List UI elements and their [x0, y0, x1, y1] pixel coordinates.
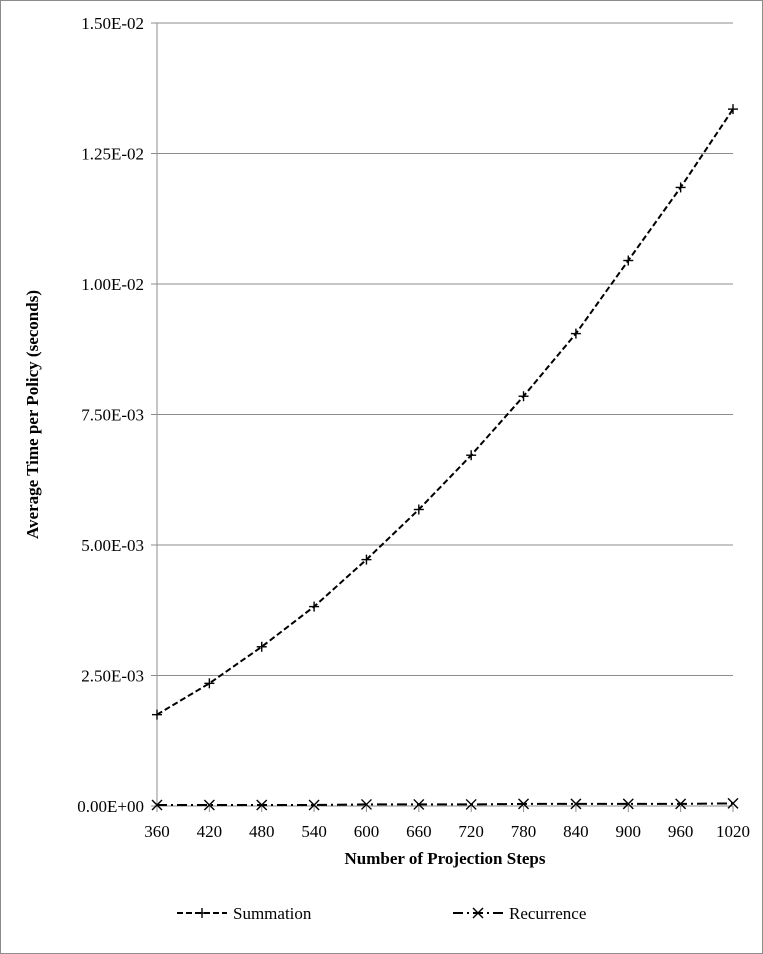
y-tick-labels: 0.00E+00 2.50E-03 5.00E-03 7.50E-03 1.00E-02… — [77, 14, 144, 816]
x-tick-label: 720 — [458, 822, 484, 841]
data-point-recurrence — [256, 799, 268, 811]
y-tick-label: 7.50E-03 — [81, 406, 144, 425]
data-point-recurrence — [203, 799, 215, 811]
legend-label-recurrence: Recurrence — [509, 904, 586, 923]
data-point-recurrence — [413, 798, 425, 810]
x-tick-label: 900 — [616, 822, 642, 841]
x-tick-label: 420 — [197, 822, 223, 841]
series-group — [151, 104, 739, 811]
legend-item-summation: Summation — [177, 904, 312, 923]
data-point-recurrence — [465, 798, 477, 810]
y-tick-label: 1.25E-02 — [81, 145, 144, 164]
data-point-recurrence — [570, 798, 582, 810]
x-tick-label: 960 — [668, 822, 694, 841]
y-tick-label: 1.50E-02 — [81, 14, 144, 33]
data-point-recurrence — [308, 799, 320, 811]
x-tick-label: 360 — [144, 822, 170, 841]
data-point-summation — [413, 504, 424, 515]
x-tick-label: 480 — [249, 822, 275, 841]
y-tick-label: 1.00E-02 — [81, 275, 144, 294]
x-tick-labels: 360 420 480 540 600 660 720 780 840 900 960 1020 — [144, 822, 750, 841]
data-point-summation — [570, 328, 581, 339]
x-axis-title: Number of Projection Steps — [345, 849, 546, 868]
y-tick-label: 0.00E+00 — [77, 797, 144, 816]
legend: Summation Recurrence — [177, 904, 586, 923]
series-line-recurrence — [157, 802, 734, 806]
data-point-recurrence — [622, 798, 634, 810]
data-point-recurrence — [675, 798, 687, 810]
data-point-summation — [728, 104, 738, 115]
data-point-summation — [152, 709, 162, 720]
data-point-summation — [466, 450, 477, 461]
data-point-recurrence — [727, 797, 739, 809]
legend-item-recurrence: Recurrence — [453, 904, 586, 923]
y-tick-label: 5.00E-03 — [81, 536, 144, 555]
x-tick-label: 840 — [563, 822, 589, 841]
x-tick-label: 540 — [301, 822, 327, 841]
legend-marker-recurrence — [472, 907, 484, 919]
x-tick-label: 1020 — [716, 822, 750, 841]
data-point-recurrence — [518, 798, 530, 810]
x-tick-label: 600 — [354, 822, 380, 841]
data-point-summation — [256, 641, 267, 652]
series-line-summation — [156, 108, 734, 716]
data-point-summation — [518, 391, 529, 402]
x-tick-label: 660 — [406, 822, 432, 841]
series-recurrence — [151, 797, 739, 811]
axes — [151, 22, 734, 812]
data-point-recurrence — [151, 799, 163, 811]
data-point-recurrence — [360, 798, 372, 810]
y-tick-label: 2.50E-03 — [81, 667, 144, 686]
legend-marker-summation — [197, 908, 207, 918]
data-point-summation — [361, 554, 372, 565]
gridlines — [157, 22, 733, 676]
data-point-summation — [204, 678, 215, 689]
legend-label-summation: Summation — [233, 904, 312, 923]
data-point-summation — [623, 255, 634, 266]
series-summation — [152, 104, 738, 720]
x-tick-label: 780 — [511, 822, 537, 841]
y-axis-title: Average Time per Policy (seconds) — [23, 290, 42, 539]
data-point-summation — [309, 601, 320, 612]
data-point-summation — [675, 182, 686, 193]
